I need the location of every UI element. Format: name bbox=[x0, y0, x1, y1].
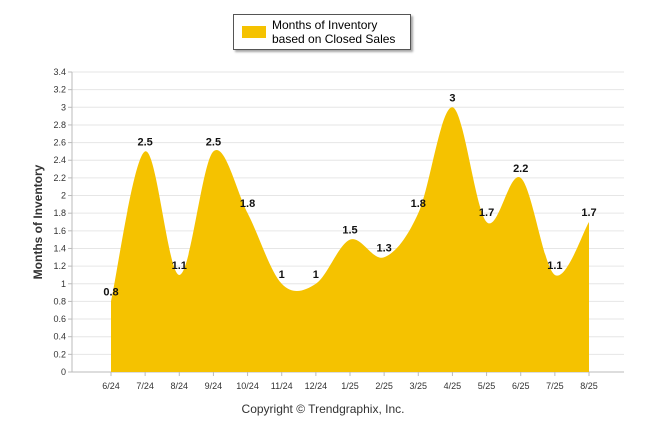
y-tick-label: 1.2 bbox=[53, 261, 66, 271]
y-tick-label: 0.2 bbox=[53, 349, 66, 359]
y-tick-label: 3 bbox=[61, 102, 66, 112]
data-label: 2.5 bbox=[137, 136, 152, 148]
x-tick-label: 6/24 bbox=[102, 381, 120, 391]
data-label: 1.1 bbox=[172, 260, 187, 272]
x-tick-label: 10/24 bbox=[236, 381, 259, 391]
y-tick-label: 2.8 bbox=[53, 120, 66, 130]
x-tick-label: 7/25 bbox=[546, 381, 564, 391]
x-tick-label: 3/25 bbox=[410, 381, 428, 391]
data-label: 0.8 bbox=[103, 286, 118, 298]
data-label: 1.8 bbox=[240, 198, 255, 210]
data-label: 1.3 bbox=[376, 242, 391, 254]
data-label: 2.2 bbox=[513, 163, 528, 175]
y-tick-label: 2.6 bbox=[53, 138, 66, 148]
x-tick-label: 8/25 bbox=[580, 381, 598, 391]
legend-swatch bbox=[242, 26, 266, 38]
y-tick-label: 2 bbox=[61, 191, 66, 201]
x-tick-label: 9/24 bbox=[205, 381, 223, 391]
data-label: 1.8 bbox=[411, 198, 426, 210]
data-label: 2.5 bbox=[206, 136, 221, 148]
x-tick-label: 5/25 bbox=[478, 381, 496, 391]
y-tick-label: 3.4 bbox=[53, 67, 66, 77]
data-label: 3 bbox=[449, 92, 455, 104]
y-tick-label: 0.6 bbox=[53, 314, 66, 324]
y-tick-label: 2.2 bbox=[53, 173, 66, 183]
chart-legend: Months of Inventory based on Closed Sale… bbox=[233, 14, 411, 50]
x-tick-label: 12/24 bbox=[305, 381, 328, 391]
y-tick-label: 1.6 bbox=[53, 226, 66, 236]
data-label: 1 bbox=[313, 269, 319, 281]
x-tick-label: 2/25 bbox=[375, 381, 393, 391]
y-tick-label: 0 bbox=[61, 367, 66, 377]
y-tick-label: 3.2 bbox=[53, 85, 66, 95]
x-tick-label: 4/25 bbox=[444, 381, 462, 391]
y-tick-label: 0.8 bbox=[53, 296, 66, 306]
series-area bbox=[111, 107, 589, 372]
x-tick-label: 11/24 bbox=[271, 381, 293, 391]
data-label: 1.7 bbox=[581, 207, 596, 219]
y-tick-label: 0.4 bbox=[53, 332, 66, 342]
y-axis-title: Months of Inventory bbox=[31, 164, 45, 279]
y-tick-label: 2.4 bbox=[53, 155, 66, 165]
data-label: 1 bbox=[279, 269, 285, 281]
x-tick-label: 8/24 bbox=[171, 381, 189, 391]
x-tick-label: 6/25 bbox=[512, 381, 530, 391]
x-tick-label: 7/24 bbox=[136, 381, 154, 391]
y-tick-label: 1.4 bbox=[53, 243, 66, 253]
y-tick-label: 1.8 bbox=[53, 208, 66, 218]
data-label: 1.1 bbox=[547, 260, 562, 272]
legend-label: Months of Inventory based on Closed Sale… bbox=[272, 18, 396, 46]
x-tick-label: 1/25 bbox=[341, 381, 359, 391]
data-label: 1.7 bbox=[479, 207, 494, 219]
data-label: 1.5 bbox=[342, 225, 357, 237]
y-tick-label: 1 bbox=[61, 279, 66, 289]
copyright-text: Copyright © Trendgraphix, Inc. bbox=[241, 402, 405, 416]
